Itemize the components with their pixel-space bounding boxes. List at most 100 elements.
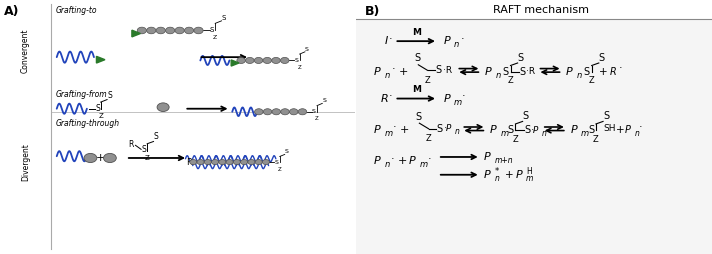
- Circle shape: [234, 160, 241, 165]
- Text: Z: Z: [98, 113, 103, 119]
- Circle shape: [263, 160, 269, 165]
- Text: S: S: [312, 109, 315, 114]
- Text: P: P: [443, 93, 450, 104]
- Text: Z: Z: [508, 76, 513, 85]
- Text: M: M: [412, 85, 421, 94]
- Text: Grafting-through: Grafting-through: [56, 119, 120, 128]
- Text: ·R: ·R: [442, 66, 451, 75]
- Circle shape: [248, 160, 255, 165]
- Circle shape: [255, 160, 262, 165]
- Circle shape: [166, 27, 174, 34]
- Text: ·R: ·R: [526, 67, 535, 76]
- Text: S: S: [584, 67, 590, 77]
- Circle shape: [241, 160, 248, 165]
- Circle shape: [246, 57, 254, 64]
- Text: P: P: [409, 156, 415, 166]
- Text: R: R: [609, 67, 616, 77]
- Circle shape: [237, 57, 246, 64]
- Text: P: P: [625, 125, 631, 135]
- Text: Grafting-from: Grafting-from: [56, 90, 108, 99]
- Text: P: P: [490, 125, 496, 135]
- Text: S: S: [323, 98, 326, 103]
- Circle shape: [137, 27, 147, 34]
- Text: S: S: [508, 125, 514, 135]
- Text: P: P: [485, 67, 491, 77]
- Text: S: S: [503, 67, 509, 77]
- Text: ·: ·: [393, 122, 397, 133]
- Text: S: S: [107, 91, 112, 100]
- Text: Z: Z: [145, 155, 150, 162]
- Text: R: R: [187, 157, 192, 167]
- Text: SH: SH: [603, 124, 616, 133]
- Circle shape: [184, 27, 194, 34]
- Text: S: S: [154, 133, 158, 141]
- Circle shape: [147, 27, 156, 34]
- Text: +: +: [399, 67, 408, 77]
- Text: n: n: [634, 129, 639, 138]
- Circle shape: [254, 57, 263, 64]
- Text: M: M: [412, 28, 421, 37]
- Text: ·: ·: [639, 122, 642, 133]
- Text: S: S: [294, 58, 298, 63]
- Circle shape: [272, 109, 281, 115]
- Text: P: P: [484, 152, 491, 162]
- Text: P: P: [374, 156, 380, 166]
- Text: P: P: [443, 36, 450, 46]
- Circle shape: [255, 109, 263, 115]
- Text: n: n: [384, 160, 389, 169]
- Text: S: S: [518, 53, 524, 63]
- Text: S: S: [436, 65, 441, 75]
- Text: S: S: [221, 15, 226, 21]
- Text: S: S: [209, 27, 214, 34]
- Text: Z: Z: [593, 135, 599, 144]
- Text: P: P: [570, 125, 577, 135]
- Text: Divergent: Divergent: [21, 144, 30, 182]
- Circle shape: [204, 160, 211, 165]
- Text: m: m: [526, 174, 533, 183]
- Circle shape: [84, 153, 97, 163]
- Text: B): B): [365, 5, 380, 18]
- Circle shape: [263, 109, 272, 115]
- Text: ·: ·: [391, 154, 394, 164]
- Polygon shape: [231, 60, 239, 66]
- Text: Z: Z: [315, 116, 319, 121]
- Text: n: n: [495, 174, 500, 183]
- Circle shape: [290, 109, 298, 115]
- Circle shape: [211, 160, 219, 165]
- Circle shape: [103, 153, 116, 163]
- Text: Z: Z: [278, 167, 282, 172]
- Text: m: m: [454, 98, 462, 107]
- Text: I: I: [384, 36, 388, 46]
- Text: S: S: [305, 47, 309, 52]
- Text: P: P: [515, 170, 522, 180]
- Text: +: +: [615, 125, 624, 135]
- Circle shape: [281, 109, 289, 115]
- Text: *: *: [495, 167, 499, 176]
- Circle shape: [298, 109, 307, 115]
- Text: P: P: [566, 67, 572, 77]
- Text: S: S: [436, 124, 443, 134]
- Text: Z: Z: [298, 65, 301, 70]
- Text: R: R: [380, 93, 388, 104]
- Text: n: n: [454, 127, 459, 136]
- Text: m+n: m+n: [495, 156, 513, 165]
- Text: m: m: [384, 129, 392, 138]
- Text: Grafting-to: Grafting-to: [56, 6, 98, 15]
- Text: S: S: [524, 125, 530, 135]
- Text: n: n: [384, 71, 389, 80]
- Text: m: m: [419, 160, 427, 169]
- Text: P: P: [374, 67, 380, 77]
- Text: S: S: [416, 112, 422, 122]
- Text: S: S: [95, 104, 100, 113]
- Text: S: S: [603, 112, 609, 121]
- Text: Z: Z: [426, 134, 431, 143]
- Text: ·: ·: [389, 91, 392, 101]
- Text: n: n: [577, 71, 582, 80]
- Text: Z: Z: [589, 76, 595, 85]
- Text: +: +: [398, 156, 407, 166]
- Text: S: S: [414, 53, 421, 63]
- Text: m: m: [501, 129, 508, 138]
- Circle shape: [272, 57, 281, 64]
- Text: P: P: [374, 125, 380, 135]
- Text: ·: ·: [462, 91, 466, 101]
